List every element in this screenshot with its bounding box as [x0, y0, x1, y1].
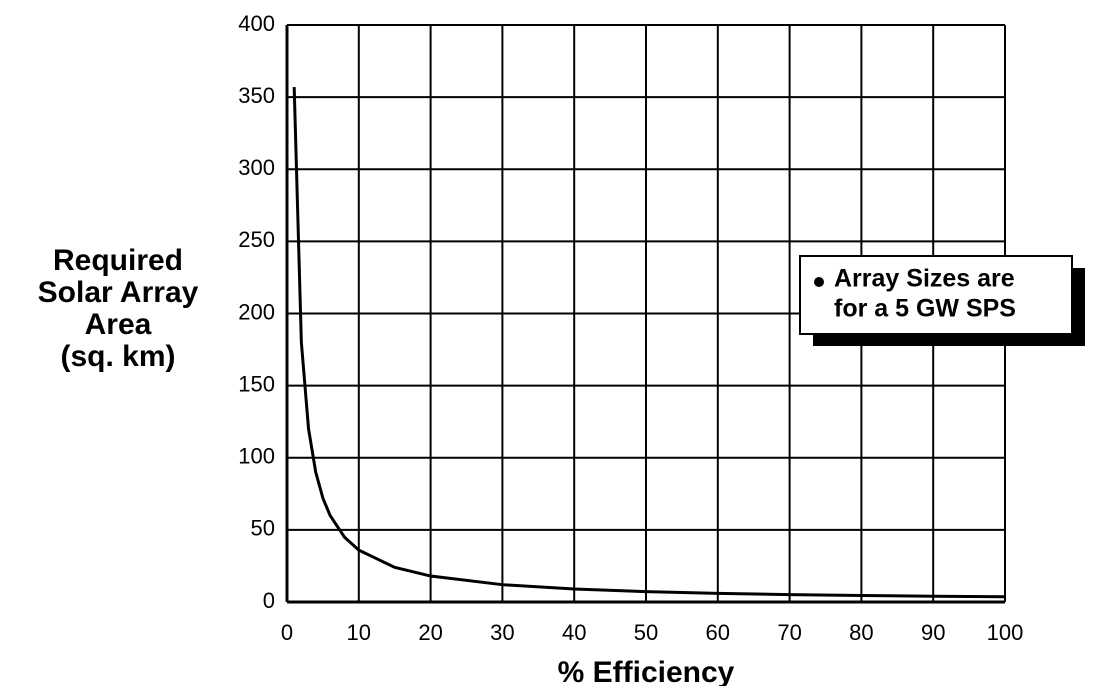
x-tick-label: 90 [921, 620, 945, 645]
x-axis-label: % Efficiency [558, 656, 735, 686]
y-tick-label: 0 [263, 588, 275, 613]
x-tick-label: 0 [281, 620, 293, 645]
x-tick-label: 60 [706, 620, 730, 645]
y-tick-label: 50 [251, 516, 275, 541]
y-axis-label: (sq. km) [60, 340, 175, 373]
x-tick-label: 50 [634, 620, 658, 645]
x-tick-label: 30 [490, 620, 514, 645]
y-tick-label: 200 [238, 299, 275, 324]
y-axis-label: Solar Array [38, 276, 199, 309]
y-tick-label: 250 [238, 227, 275, 252]
annotation-text: for a 5 GW SPS [834, 295, 1016, 323]
annotation-box [799, 255, 1073, 335]
y-tick-label: 100 [238, 444, 275, 469]
line [292, 86, 1006, 599]
y-tick-label: 350 [238, 83, 275, 108]
y-tick-label: 400 [238, 11, 275, 36]
y-tick-label: 150 [238, 371, 275, 396]
y-axis-label: Required [53, 244, 183, 277]
x-tick-label: 70 [777, 620, 801, 645]
x-tick-label: 100 [987, 620, 1024, 645]
x-tick-label: 10 [347, 620, 371, 645]
annotation-text: Array Sizes are [834, 265, 1015, 293]
x-tick-label: 20 [418, 620, 442, 645]
x-tick-label: 40 [562, 620, 586, 645]
annotation-bullet [814, 277, 824, 287]
y-tick-label: 300 [238, 155, 275, 180]
x-tick-label: 80 [849, 620, 873, 645]
y-axis-label: Area [85, 308, 152, 341]
